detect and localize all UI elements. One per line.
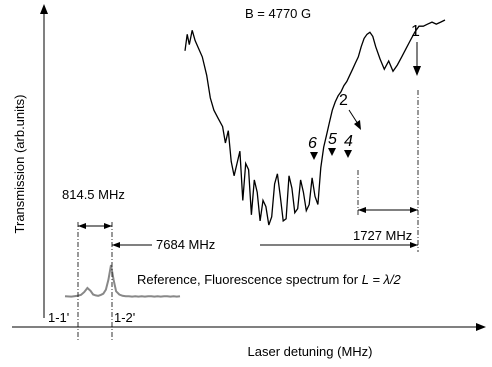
peak-arrow-5-head <box>328 148 336 156</box>
x-axis-arrow <box>476 323 486 331</box>
series-transmission-line <box>184 19 446 226</box>
spacing-1727-label: 1727 MHz <box>353 228 412 243</box>
spacing-814-head-left <box>78 223 86 229</box>
peak-arrow-1-head <box>413 66 421 76</box>
peak-label-2: 2 <box>339 92 348 109</box>
spacing-814-label: 814.5 MHz <box>62 187 125 202</box>
y-axis-label: Transmission (arb.units) <box>12 95 27 234</box>
peak-arrow-6-head <box>310 152 318 160</box>
peak-arrow-2 <box>348 109 359 125</box>
series-reference-line <box>64 264 181 298</box>
spacing-1727-head-left <box>358 207 366 213</box>
peak-arrow-2-head <box>354 120 361 130</box>
reference-label: Reference, Fluorescence spectrum for L =… <box>137 272 402 287</box>
field-label: B = 4770 G <box>245 6 311 21</box>
x-axis-label: Laser detuning (MHz) <box>248 344 373 359</box>
spacing-7684-head-left <box>112 242 120 248</box>
spacing-814-head-right <box>104 223 112 229</box>
peak-label-4: 4 <box>344 133 353 150</box>
spacing-7684-head-right <box>410 242 418 248</box>
ref-peak-label-1: 1-1' <box>48 310 69 325</box>
spacing-7684-label: 7684 MHz <box>156 237 215 252</box>
peak-label-6: 6 <box>308 135 317 152</box>
peak-label-1: 1 <box>411 23 420 40</box>
peak-label-5: 5 <box>328 131 337 148</box>
peak-arrow-4-head <box>344 150 352 158</box>
y-axis-arrow <box>40 4 48 14</box>
ref-peak-label-2: 1-2' <box>114 310 135 325</box>
spacing-1727-head-right <box>410 207 418 213</box>
spacing-7684-label-bg <box>152 236 260 254</box>
